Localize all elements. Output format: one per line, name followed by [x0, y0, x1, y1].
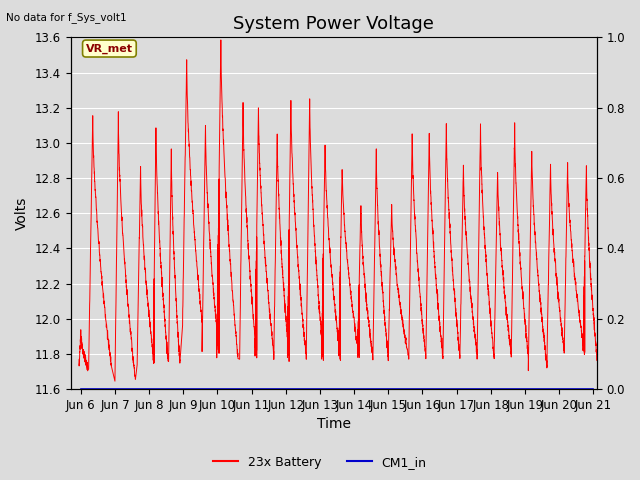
Legend: 23x Battery, CM1_in: 23x Battery, CM1_in: [208, 451, 432, 474]
23x Battery: [217, 37, 225, 43]
23x Battery: [193, 258, 200, 264]
23x Battery: [230, 316, 238, 322]
23x Battery: [139, 223, 147, 229]
Y-axis label: Volts: Volts: [15, 196, 29, 230]
Title: System Power Voltage: System Power Voltage: [233, 15, 434, 33]
23x Battery: [593, 358, 600, 363]
23x Battery: [308, 180, 316, 186]
Text: VR_met: VR_met: [86, 43, 133, 54]
23x Battery: [111, 378, 119, 384]
Line: 23x Battery: 23x Battery: [79, 40, 596, 381]
Text: No data for f_Sys_volt1: No data for f_Sys_volt1: [6, 12, 127, 23]
23x Battery: [76, 361, 83, 367]
23x Battery: [381, 323, 388, 328]
23x Battery: [322, 169, 330, 175]
X-axis label: Time: Time: [317, 418, 351, 432]
